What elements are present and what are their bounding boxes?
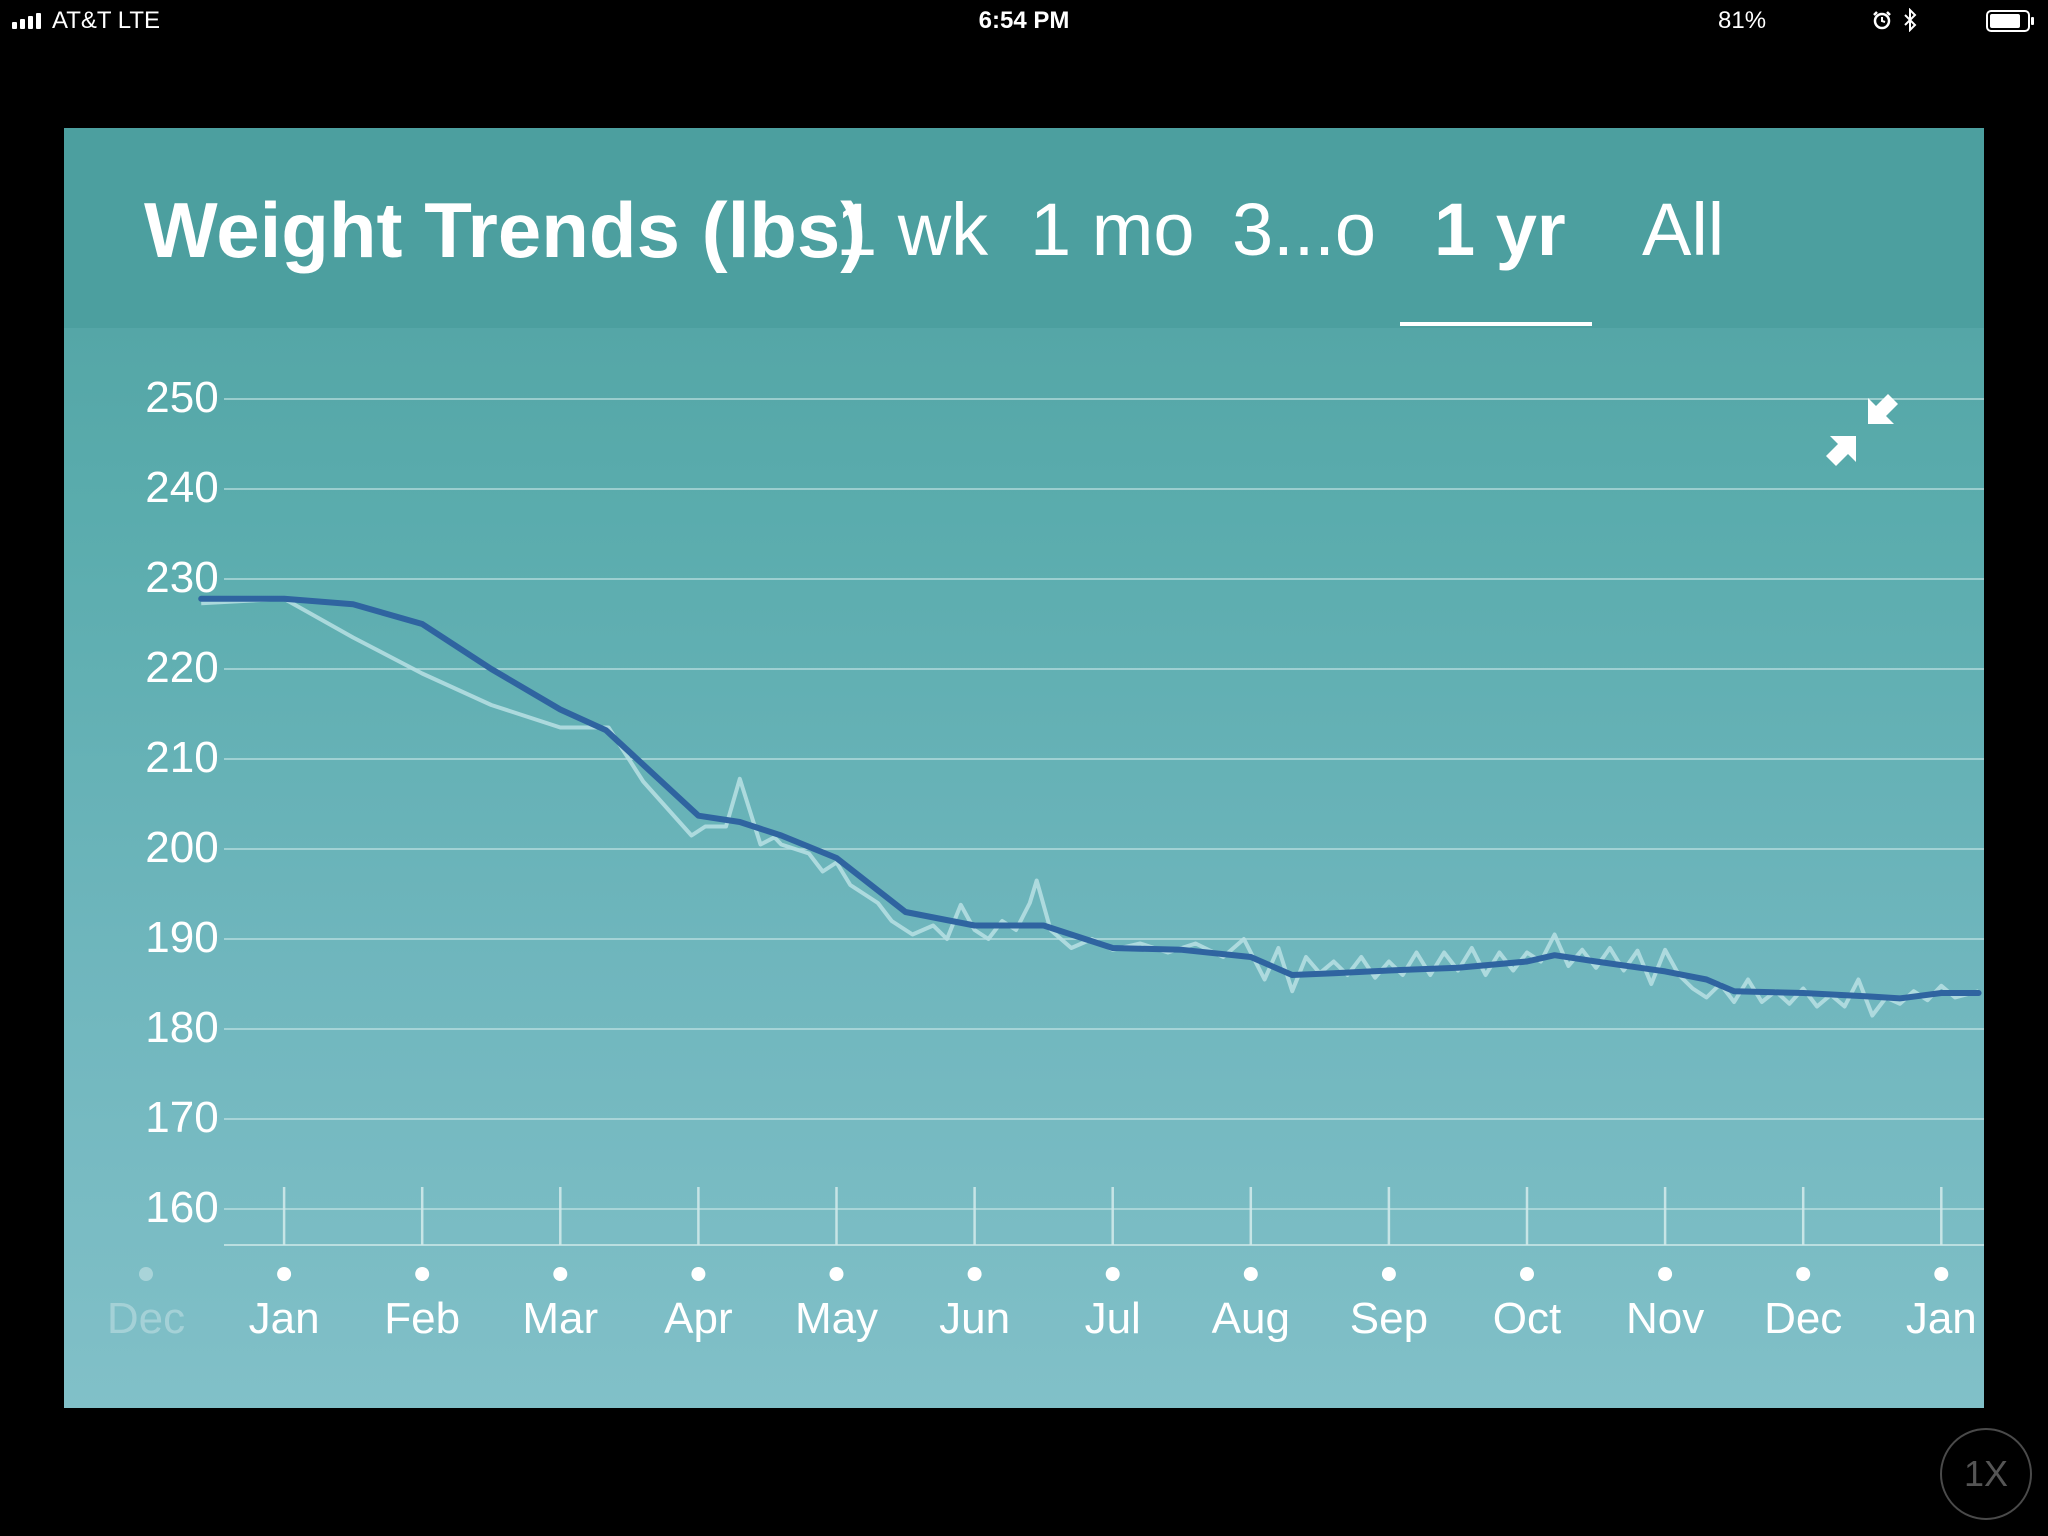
- weigh-ins-line: [201, 596, 1980, 1018]
- speed-button[interactable]: 1X: [1940, 1428, 2032, 1520]
- x-tick-dot: [277, 1267, 292, 1281]
- tab-1-week[interactable]: 1 wk: [836, 188, 989, 271]
- tab-3-months[interactable]: 3...o: [1232, 188, 1376, 271]
- x-tick-label: Nov: [1626, 1294, 1704, 1343]
- x-tick-label: Sep: [1350, 1294, 1428, 1343]
- tab-1-year[interactable]: 1 yr: [1434, 188, 1566, 271]
- x-tick-dot: [1520, 1267, 1534, 1281]
- battery-percent: 81%: [1718, 7, 1767, 34]
- x-tick-dot: [967, 1267, 982, 1281]
- y-tick-label: 250: [145, 373, 218, 422]
- y-tick-label: 200: [145, 823, 218, 872]
- x-tick-dot: [1243, 1267, 1258, 1281]
- x-tick-dot: [553, 1267, 568, 1281]
- y-tick-label: 190: [145, 913, 218, 962]
- bluetooth-icon: [1904, 8, 1917, 32]
- x-tick-label: Dec: [107, 1294, 185, 1343]
- y-tick-label: 220: [145, 643, 218, 692]
- x-tick-dot: [829, 1267, 844, 1281]
- weight-chart[interactable]: 250 240 230 220 210 200 190 180 170 160 Dec Jan Feb…: [64, 128, 1984, 1408]
- y-tick-label: 210: [145, 733, 218, 782]
- y-tick-label: 170: [145, 1093, 218, 1142]
- x-tick-label: Feb: [384, 1294, 460, 1343]
- y-tick-label: 160: [145, 1183, 218, 1232]
- x-tick-label: Oct: [1493, 1294, 1561, 1343]
- trend-line: [198, 595, 1982, 1002]
- weight-trends-card: 250 240 230 220 210 200 190 180 170 160 Dec Jan Feb…: [64, 128, 1984, 1408]
- x-tick-label: Jun: [939, 1294, 1010, 1343]
- x-tick-dot: [415, 1267, 430, 1281]
- x-tick-dot: [691, 1267, 706, 1281]
- x-tick-dot: [1796, 1267, 1811, 1281]
- page-title: Weight Trends (lbs): [144, 186, 867, 274]
- x-tick-label: Aug: [1212, 1294, 1290, 1343]
- alarm-icon: [1873, 11, 1891, 30]
- x-tick-dot: [1934, 1267, 1949, 1281]
- carrier-label: AT&T LTE: [52, 7, 161, 34]
- x-tick-label: Jan: [1906, 1294, 1977, 1343]
- tab-all[interactable]: All: [1642, 188, 1725, 271]
- y-tick-label: 180: [145, 1003, 218, 1052]
- tab-1-month[interactable]: 1 mo: [1030, 188, 1195, 271]
- x-tick-dot: [1658, 1267, 1673, 1281]
- active-tab-indicator: [1400, 322, 1592, 326]
- x-tick-dot: [1381, 1267, 1396, 1281]
- x-tick-label: Jan: [249, 1294, 320, 1343]
- collapse-arrows-icon[interactable]: [1824, 392, 1900, 468]
- x-tick-dot: [1105, 1267, 1120, 1281]
- signal-icon: [12, 11, 46, 29]
- x-tick-label: Dec: [1764, 1294, 1842, 1343]
- x-tick-label: Jul: [1085, 1294, 1141, 1343]
- x-tick-label: Apr: [664, 1294, 732, 1343]
- x-tick-label: Mar: [522, 1294, 598, 1343]
- status-time: 6:54 PM: [978, 7, 1070, 34]
- y-tick-label: 230: [145, 553, 218, 602]
- x-tick-dot: [139, 1267, 153, 1281]
- battery-icon: [1986, 10, 2034, 32]
- status-bar: AT&T LTE 6:54 PM 81%: [0, 0, 2048, 44]
- x-tick-label: May: [795, 1294, 878, 1343]
- y-tick-label: 240: [145, 463, 218, 512]
- chart-header: [64, 128, 1984, 328]
